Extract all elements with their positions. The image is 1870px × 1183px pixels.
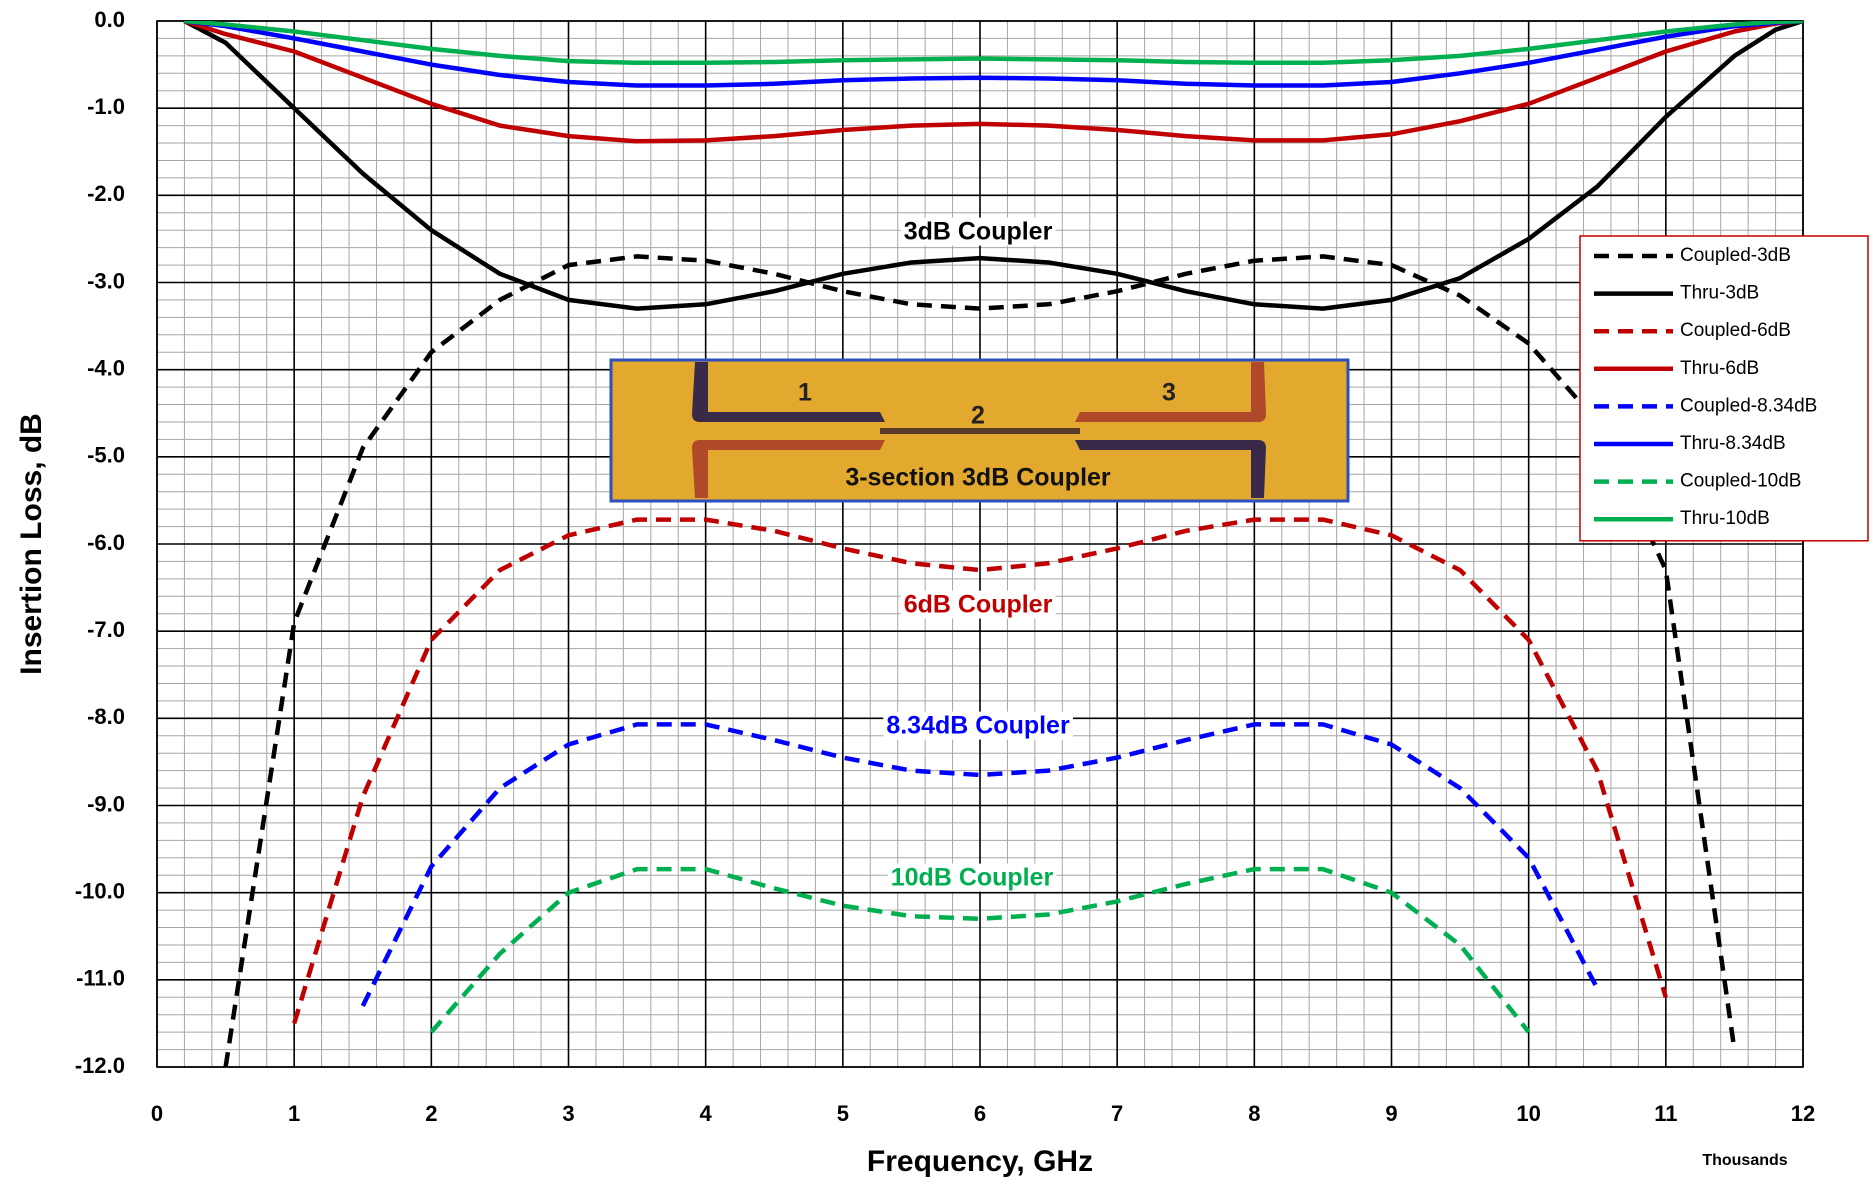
legend-label: Coupled-8.34dB (1680, 395, 1817, 416)
texts: Frequency, GHz Insertion Loss, dB Thousa… (15, 379, 1788, 1178)
legend-label: Coupled-3dB (1680, 245, 1791, 266)
y-tick-label: -9.0 (87, 791, 125, 816)
x-tick-label: 2 (425, 1101, 437, 1126)
x-tick-label: 5 (837, 1101, 849, 1126)
x-tick-label: 6 (974, 1101, 986, 1126)
x-tick-label: 0 (151, 1101, 163, 1126)
series-line (360, 722, 1600, 1007)
x-tick-label: 3 (562, 1101, 574, 1126)
x-tick-label: 12 (1791, 1101, 1815, 1126)
series-line (183, 21, 1803, 311)
series-line (223, 254, 1737, 1067)
port-label: 2 (971, 402, 985, 430)
legend-label: Thru-10dB (1680, 508, 1770, 529)
y-tick-label: 0.0 (94, 7, 125, 32)
annotation-bg (900, 590, 1056, 619)
legend: Coupled-3dB Thru-3dB Coupled-6dB Thru-6dB Co… (1579, 235, 1869, 542)
y-tick-label: -6.0 (87, 530, 125, 555)
x-tick-label: 4 (700, 1101, 713, 1126)
x-tick-label: 9 (1385, 1101, 1397, 1126)
y-tick-label: -5.0 (87, 443, 125, 468)
y-tick-label: -11.0 (76, 966, 125, 991)
y-tick-label: -10.0 (75, 878, 125, 903)
legend-label: Thru-6dB (1680, 358, 1759, 379)
y-tick-label: -1.0 (87, 94, 125, 119)
series-line (429, 866, 1531, 1034)
series-line (183, 21, 1803, 144)
inset-caption: 3-section 3dB Coupler (845, 464, 1111, 492)
x-axis-title: Frequency, GHz (867, 1145, 1093, 1178)
annotation-bg (883, 711, 1073, 740)
legend-label: Thru-3dB (1680, 283, 1759, 304)
lines (183, 21, 1803, 1067)
x-unit-note: Thousands (1702, 1152, 1787, 1169)
port-label: 1 (798, 379, 812, 407)
y-tick-label: -12.0 (75, 1053, 125, 1078)
annotation-bg (900, 217, 1056, 246)
legend-label: Coupled-10dB (1680, 471, 1801, 492)
annotation: 3dB Coupler (904, 218, 1053, 246)
plot-border (156, 20, 1804, 1068)
y-tick-label: -4.0 (87, 355, 125, 380)
annotation: 8.34dB Coupler (886, 712, 1070, 740)
series-line (184, 21, 1803, 88)
x-tick-label: 11 (1654, 1101, 1677, 1126)
x-tick-label: 1 (288, 1101, 300, 1126)
legend-label: Thru-8.34dB (1680, 433, 1786, 454)
inset-photo (609, 358, 1350, 503)
y-axis-title: Insertion Loss, dB (15, 413, 48, 675)
annotation: 10dB Coupler (891, 864, 1054, 892)
legend-box (1579, 235, 1869, 542)
port-label: 3 (1162, 379, 1176, 407)
y-tick-label: -7.0 (87, 617, 125, 642)
x-tick-label: 8 (1248, 1101, 1260, 1126)
x-tick-label: 10 (1516, 1101, 1540, 1126)
x-tick-label: 7 (1111, 1101, 1123, 1126)
annotation: 6dB Coupler (904, 591, 1053, 619)
annotation-bg (887, 863, 1057, 892)
y-tick-label: -8.0 (87, 704, 125, 729)
series-line (184, 21, 1803, 66)
y-tick-label: -2.0 (87, 181, 125, 206)
y-tick-label: -3.0 (87, 268, 125, 293)
legend-label: Coupled-6dB (1680, 320, 1791, 341)
series-line (292, 517, 1668, 1025)
